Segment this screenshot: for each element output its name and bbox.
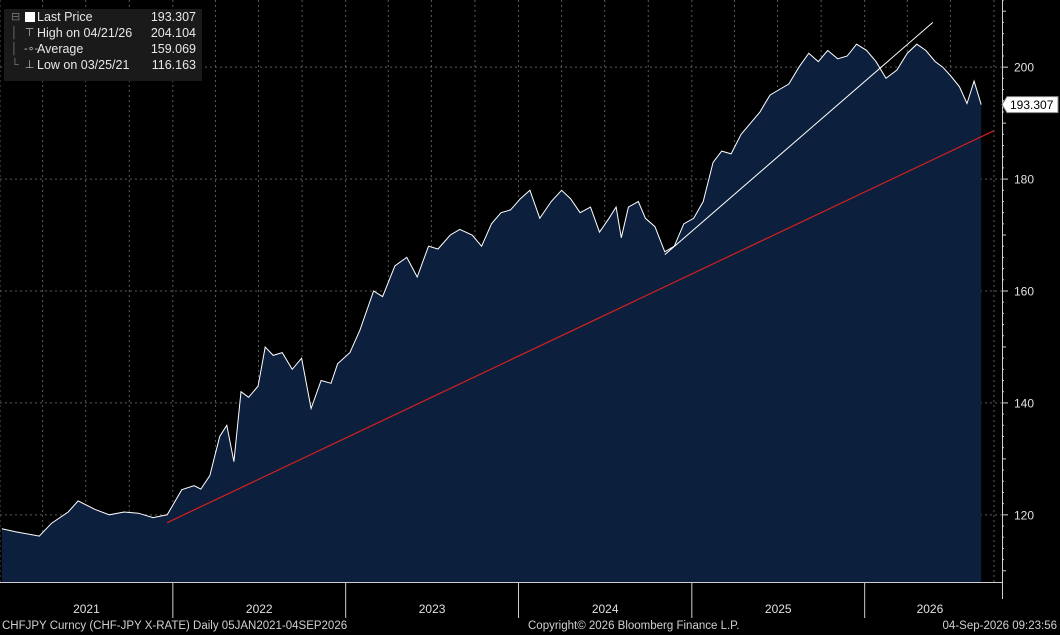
x-tick-label: 2023 [419,602,446,616]
footer-copyright: Copyright© 2026 Bloomberg Finance L.P. [528,620,740,632]
legend-low[interactable]: └ ⊥ Low on 03/25/21 116.163 [4,57,202,73]
legend-label: Average [37,42,84,56]
legend-value: 204.104 [150,26,196,40]
footer-ticker: CHFJPY Curncy (CHF-JPY X-RATE) Daily 05J… [2,620,348,632]
high-marker-icon: ⊤ [24,27,35,39]
y-tick-label: 180 [1014,173,1034,187]
legend-high[interactable]: │ ⊤ High on 04/21/26 204.104 [4,25,202,41]
collapse-icon[interactable]: ⊟ [11,11,21,23]
last-price-tag-box [1001,96,1059,114]
footer: CHFJPY Curncy (CHF-JPY X-RATE) Daily 05J… [0,619,1060,635]
y-tick-label: 200 [1014,61,1034,75]
footer-timestamp: 04-Sep-2026 09:23:56 [942,620,1057,632]
legend-value: 116.163 [151,58,196,72]
x-axis-labels: 2021 2022 2023 2024 2025 2026 [73,602,944,616]
legend: ⊟ Last Price 193.307 │ ⊤ High on 04/21/2… [4,9,202,81]
white-square-icon [25,12,35,22]
legend-last-price[interactable]: ⊟ Last Price 193.307 [4,9,202,25]
tree-branch-icon: │ [11,27,18,39]
x-tick-label: 2025 [765,602,792,616]
last-price-tag: 193.307 [1001,96,1059,114]
price-area [1,44,982,582]
average-marker-icon: -∘- [24,43,39,55]
legend-label: Last Price [37,10,93,24]
legend-value: 159.069 [150,42,196,56]
tree-branch-icon: └ [11,59,19,71]
y-tick-label: 120 [1014,508,1034,522]
price-line [1,43,982,537]
y-tick-label: 140 [1014,396,1034,410]
x-tick-label: 2022 [246,602,273,616]
tree-branch-icon: │ [11,43,18,55]
x-tick-label: 2026 [917,602,944,616]
low-marker-icon: ⊥ [24,59,35,71]
y-tick-label: 160 [1014,285,1034,299]
x-tick-label: 2021 [73,602,100,616]
axes [0,0,1008,618]
white-trendline [664,22,934,256]
legend-average[interactable]: │ -∘- Average 159.069 [4,41,202,57]
x-tick-label: 2024 [592,602,619,616]
last-price-tag-label: 193.307 [1010,98,1054,112]
legend-label: Low on 03/25/21 [37,58,130,72]
y-axis-labels: 120 140 160 180 200 [1014,61,1034,523]
legend-label: High on 04/21/26 [37,26,133,40]
red-trendline [166,130,994,524]
legend-value: 193.307 [150,10,196,24]
